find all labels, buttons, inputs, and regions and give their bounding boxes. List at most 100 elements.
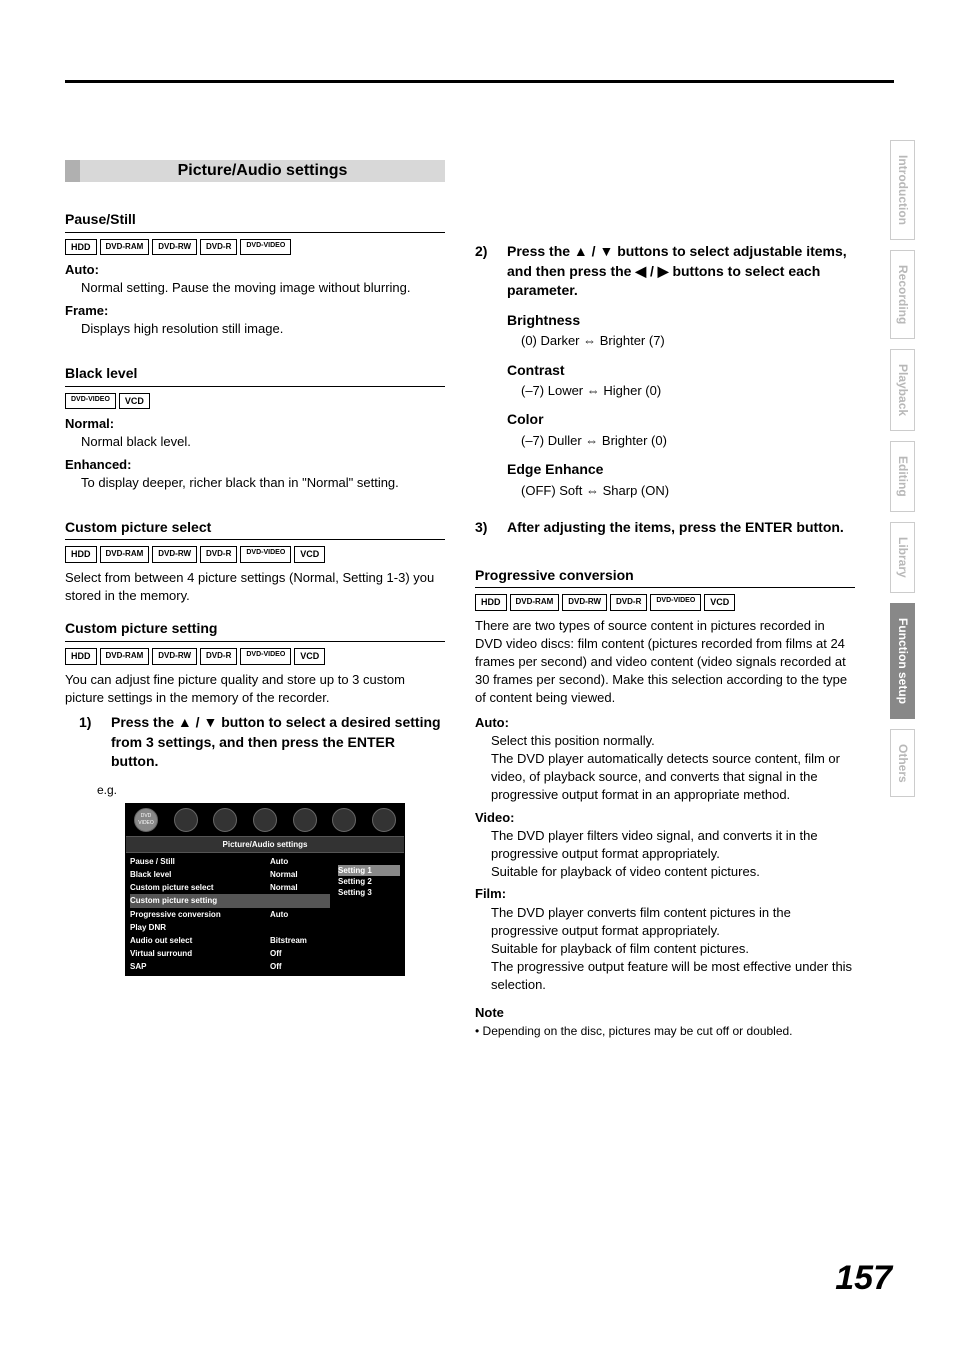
normal-label: Normal: [65,415,445,433]
step-3: 3) After adjusting the items, press the … [475,518,855,538]
menu-row-value: Normal [270,869,330,880]
side-tab[interactable]: Library [890,522,915,593]
enhanced-desc: To display deeper, richer black than in … [81,474,445,492]
menu-row: Play DNR [130,921,330,934]
side-tab[interactable]: Introduction [890,140,915,240]
eg-label: e.g. [97,782,445,799]
media-tag: VCD [294,648,325,665]
custom-select-title: Custom picture select [65,518,445,541]
pause-still-title: Pause/Still [65,210,445,233]
media-tag: DVD-R [200,546,237,563]
menu-row-value: Auto [270,856,330,867]
param-desc: (0) Darker ⇔ Brighter (7) [521,332,855,350]
note-label: Note [475,1004,855,1022]
param-desc: (–7) Duller ⇔ Brighter (0) [521,432,855,450]
header-rule [65,80,894,83]
menu-icon: DVD VIDEO [134,808,158,832]
menu-row-value [270,895,330,906]
menu-row-label: SAP [130,961,270,972]
media-tag: DVD-VIDEO [240,648,291,665]
param-desc: (OFF) Soft ⇔ Sharp (ON) [521,482,855,500]
menu-row: Audio out selectBitstream [130,934,330,947]
menu-icon [253,808,277,832]
custom-setting-desc: You can adjust fine picture quality and … [65,671,445,707]
menu-icon [332,808,356,832]
section-title-accent [65,160,80,182]
custom-setting-title: Custom picture setting [65,619,445,642]
side-tab[interactable]: Function setup [890,603,915,719]
side-tab[interactable]: Recording [890,250,915,339]
menu-icon [372,808,396,832]
menu-banner: Picture/Audio settings [126,836,404,853]
custom-select-desc: Select from between 4 picture settings (… [65,569,445,605]
custom-select-media: HDD DVD-RAM DVD-RW DVD-R DVD-VIDEO VCD [65,546,445,563]
menu-row-value [270,922,330,933]
param-desc: (–7) Lower ⇔ Higher (0) [521,382,855,400]
side-tab[interactable]: Playback [890,349,915,431]
menu-row: Custom picture setting [130,894,330,907]
auto-desc: Normal setting. Pause the moving image w… [81,279,445,297]
parameter: Color(–7) Duller ⇔ Brighter (0) [507,410,855,450]
step-num: 2) [475,242,497,500]
progressive-title: Progressive conversion [475,566,855,589]
enhanced-label: Enhanced: [65,456,445,474]
media-tag: DVD-RW [152,546,197,563]
menu-row-value: Off [270,961,330,972]
menu-icon-label: DVD VIDEO [135,813,157,827]
frame-label: Frame: [65,302,445,320]
parameter: Edge Enhance (OFF) Soft ⇔ Sharp (ON) [507,460,855,500]
menu-icon [213,808,237,832]
prog-film-desc: The DVD player converts film content pic… [491,904,855,940]
prog-video-desc: The DVD player filters video signal, and… [491,827,855,863]
frame-desc: Displays high resolution still image. [81,320,445,338]
section-title: Picture/Audio settings [80,160,445,182]
pause-still-media: HDD DVD-RAM DVD-RW DVD-R DVD-VIDEO [65,239,445,256]
media-tag: DVD-RW [152,648,197,665]
menu-row-label: Pause / Still [130,856,270,867]
step-2: 2) Press the ▲ / ▼ buttons to select adj… [475,242,855,500]
media-tag: DVD-RAM [510,594,560,611]
prog-video-label: Video: [475,809,855,827]
media-tag: DVD-VIDEO [240,546,291,563]
auto-label: Auto: [65,261,445,279]
menu-body: Pause / StillAutoBlack levelNormalCustom… [126,853,404,976]
section-title-bar: Picture/Audio settings [65,160,445,182]
prog-film-desc: Suitable for playback of film content pi… [491,940,855,958]
menu-row: Virtual surroundOff [130,947,330,960]
media-tag: HDD [65,546,97,563]
menu-row-value: Auto [270,909,330,920]
prog-auto-desc: Select this position normally. [491,732,855,750]
left-column: Picture/Audio settings Pause/Still HDD D… [65,160,445,1039]
param-label: Edge Enhance [507,460,855,480]
step-num: 3) [475,518,497,538]
menu-row: Custom picture selectNormal [130,881,330,894]
black-level-media: DVD-VIDEO VCD [65,393,445,410]
progressive-intro: There are two types of source content in… [475,617,855,708]
menu-row: Progressive conversionAuto [130,908,330,921]
menu-row-label: Progressive conversion [130,909,270,920]
custom-setting-media: HDD DVD-RAM DVD-RW DVD-R DVD-VIDEO VCD [65,648,445,665]
menu-row-value: Normal [270,882,330,893]
media-tag: HDD [475,594,507,611]
note-text: • Depending on the disc, pictures may be… [475,1023,855,1040]
media-tag: DVD-RW [152,239,197,256]
prog-auto-label: Auto: [475,714,855,732]
step-body: Press the ▲ / ▼ button to select a desir… [111,713,445,772]
side-tab[interactable]: Editing [890,441,915,512]
menu-row-label: Custom picture setting [130,895,270,906]
media-tag: DVD-VIDEO [65,393,116,410]
side-tab[interactable]: Others [890,729,915,798]
menu-row: SAPOff [130,960,330,973]
menu-option: Setting 2 [338,876,400,887]
media-tag: VCD [119,393,150,410]
media-tag: DVD-RAM [100,648,150,665]
menu-left-list: Pause / StillAutoBlack levelNormalCustom… [126,853,334,976]
media-tag: DVD-R [610,594,647,611]
menu-icon [293,808,317,832]
black-level-title: Black level [65,364,445,387]
media-tag: VCD [704,594,735,611]
media-tag: HDD [65,239,97,256]
step-1: 1) Press the ▲ / ▼ button to select a de… [79,713,445,772]
menu-row-value: Bitstream [270,935,330,946]
media-tag: DVD-RW [562,594,607,611]
